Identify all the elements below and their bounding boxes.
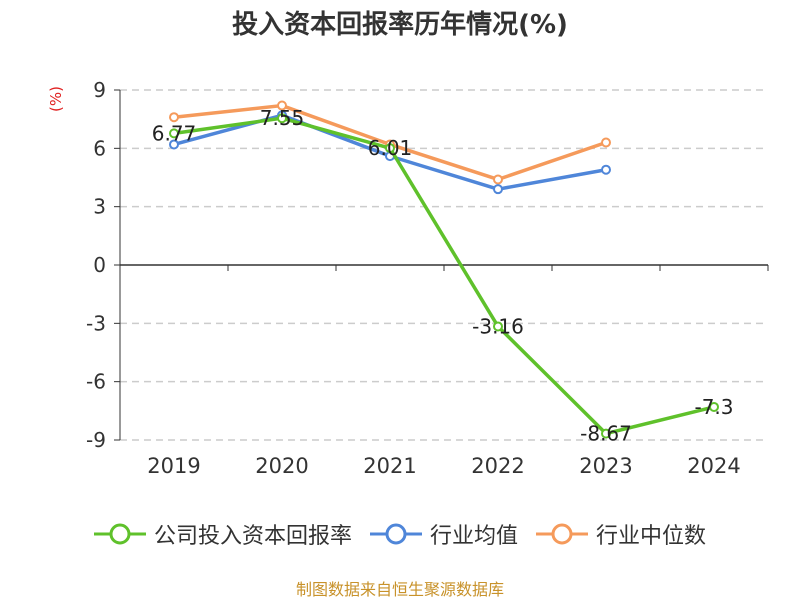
x-tick-label: 2019 (147, 454, 200, 478)
data-source-note: 制图数据来自恒生聚源数据库 (295, 580, 504, 599)
y-tick-label: 6 (93, 136, 106, 160)
data-point (709, 401, 719, 412)
legend-line-marker-icon (93, 523, 146, 545)
data-point (277, 100, 287, 111)
data-point (493, 174, 503, 185)
line-chart: 9 6 3 0 -3 -6 -9 2019 2020 2021 2022 2023 2024 6.77 7.… (86, 78, 769, 478)
data-label: 6.77 (152, 121, 197, 145)
data-point (601, 428, 611, 439)
data-point (601, 137, 611, 148)
data-point (385, 143, 395, 154)
legend-item-industry-median[interactable]: 行业中位数 (536, 518, 706, 550)
legend-label: 行业中位数 (596, 524, 707, 549)
data-label: 7.55 (260, 106, 305, 130)
legend: 公司投入资本回报率 行业均值 行业中位数 (0, 518, 800, 550)
legend-line-marker-icon (536, 523, 588, 545)
data-point (277, 113, 287, 124)
data-point (493, 184, 503, 195)
data-point (169, 139, 179, 150)
data-point (493, 321, 503, 332)
x-tick-label: 2021 (363, 454, 416, 478)
y-tick-label: 0 (93, 253, 106, 277)
data-label: 6.01 (368, 136, 413, 160)
y-tick-label: 9 (93, 78, 106, 102)
legend-label: 行业均值 (429, 524, 518, 549)
data-point (169, 128, 179, 139)
x-tick-label: 2024 (687, 454, 740, 478)
legend-item-company[interactable]: 公司投入资本回报率 (93, 518, 352, 550)
legend-item-industry-avg[interactable]: 行业均值 (369, 518, 518, 550)
data-label: -3.16 (472, 314, 524, 338)
data-point (601, 164, 611, 175)
y-tick-label: -9 (86, 428, 106, 452)
chart-title: 投入资本回报率历年情况(%) (232, 10, 568, 40)
x-tick-label: 2023 (579, 454, 632, 478)
data-point (169, 112, 179, 123)
y-tick-label: -6 (86, 370, 106, 394)
data-label: -7.3 (694, 395, 733, 419)
x-tick-label: 2020 (255, 454, 308, 478)
data-label: -8.67 (580, 422, 632, 446)
y-tick-label: 3 (93, 195, 106, 219)
legend-label: 公司投入资本回报率 (153, 524, 352, 549)
y-tick-label: -3 (86, 311, 106, 335)
x-tick-label: 2022 (471, 454, 524, 478)
legend-line-marker-icon (369, 523, 422, 545)
series-line (173, 116, 715, 436)
